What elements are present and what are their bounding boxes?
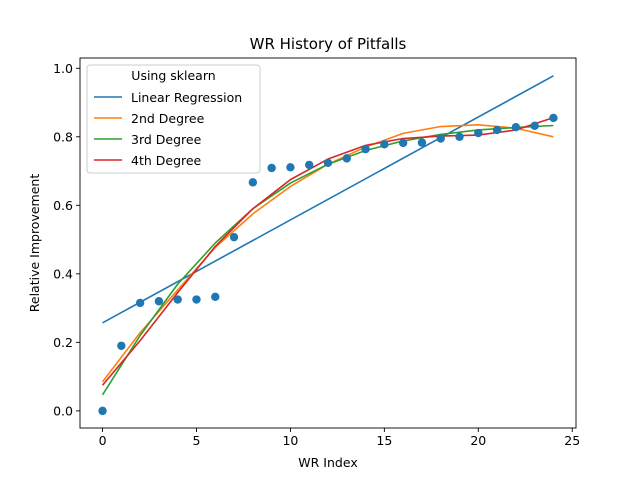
legend-label: 3rd Degree	[131, 132, 202, 147]
y-tick-label: 0.8	[53, 129, 73, 144]
legend-box	[86, 64, 261, 174]
axes-frame	[79, 57, 577, 429]
axes: 0 5 10 15 20 25 0.0 0.2 0.4 0.6 0.8 1.0	[53, 57, 580, 448]
data-point	[305, 160, 314, 170]
y-tick-label: 0.4	[53, 266, 73, 281]
x-axis-label: WR Index	[298, 455, 357, 470]
data-point	[380, 140, 389, 149]
x-tick-label: 5	[193, 433, 201, 448]
data-point	[117, 341, 126, 350]
data-point	[549, 113, 558, 123]
data-point	[248, 178, 258, 187]
data-point	[530, 121, 539, 131]
x-tick-label: 20	[470, 433, 486, 448]
data-point	[323, 158, 333, 168]
data-point	[455, 132, 464, 141]
x-tick-label: 15	[376, 433, 392, 448]
data-point	[154, 297, 164, 306]
data-point	[342, 154, 351, 163]
legend: Using sklearn Linear Regression 2nd Degree…	[86, 64, 261, 174]
x-tick-label: 10	[282, 433, 298, 448]
legend-label: 2nd Degree	[131, 111, 205, 126]
data-point	[474, 128, 483, 138]
data-point	[98, 406, 107, 416]
data-point	[361, 144, 370, 154]
data-point	[229, 232, 239, 242]
y-tick-label: 1.0	[53, 61, 73, 76]
chart-title: WR History of Pitfalls	[250, 35, 407, 53]
series-line-0	[102, 75, 554, 324]
legend-label: 4th Degree	[131, 153, 202, 168]
data-point	[267, 163, 276, 173]
data-point	[135, 298, 145, 308]
x-tick-label: 0	[99, 433, 107, 448]
y-axis-label: Relative Improvement	[27, 174, 42, 313]
data-point	[492, 125, 502, 135]
data-point	[173, 295, 182, 304]
data-point	[417, 138, 427, 147]
plot-area	[98, 75, 558, 416]
legend-label: Linear Regression	[131, 90, 242, 105]
y-tick-label: 0.2	[53, 335, 73, 350]
y-tick-label: 0.0	[53, 403, 73, 418]
x-tick-label: 25	[564, 433, 580, 448]
data-point	[211, 292, 220, 301]
data-point	[436, 134, 445, 143]
data-point	[398, 138, 408, 148]
data-point	[286, 163, 295, 172]
data-point	[511, 123, 521, 132]
data-point	[192, 295, 201, 304]
legend-title: Using sklearn	[131, 68, 215, 83]
y-tick-label: 0.6	[53, 198, 73, 213]
